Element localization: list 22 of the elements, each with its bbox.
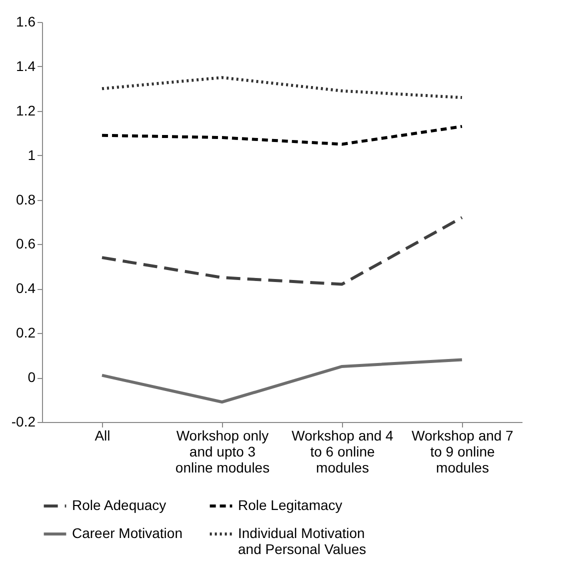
- legend-label: Career Motivation: [72, 525, 182, 541]
- x-tick-label: Workshop and 7 to 9 online modules: [412, 428, 514, 476]
- y-tick-label: 1.2: [16, 102, 36, 118]
- y-tick-label: 1.6: [16, 14, 36, 30]
- legend-label: Role Legitamacy: [238, 497, 342, 513]
- x-tick-label: Workshop only and upto 3 online modules: [175, 428, 270, 476]
- line-series: [100, 124, 464, 146]
- line-series: [100, 358, 464, 404]
- y-tick-label: 0: [28, 369, 36, 386]
- line-series: [100, 76, 464, 100]
- x-tick-label: All: [94, 428, 110, 444]
- y-tick-label: 0.6: [16, 236, 36, 252]
- y-tick-label: 1.4: [16, 58, 36, 74]
- y-tick-label: 0.2: [16, 324, 36, 341]
- y-tick-label: 0.8: [16, 191, 36, 208]
- y-tick-label: 0.4: [16, 280, 36, 296]
- legend-label: Role Adequacy: [72, 497, 166, 513]
- x-tick-label: Workshop and 4 to 6 online modules: [292, 428, 394, 476]
- line-series: [100, 216, 464, 286]
- y-tick-label: -0.2: [11, 414, 36, 430]
- legend-label: Individual Motivation and Personal Values: [238, 525, 366, 557]
- y-tick-label: 1: [28, 146, 36, 163]
